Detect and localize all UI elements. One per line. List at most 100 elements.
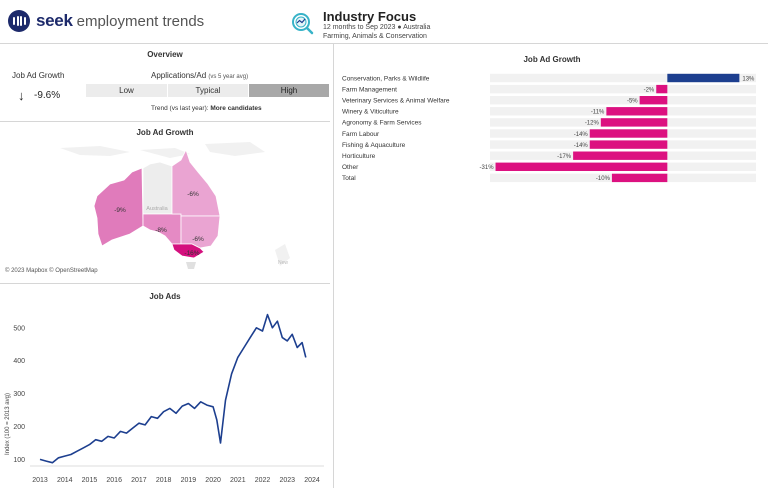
- bar-category-label: Farm Management: [342, 86, 397, 93]
- bar-value-label: -5%: [627, 99, 638, 105]
- job-ads-series-line: [39, 313, 307, 464]
- bar-category-label: Agronomy & Farm Services: [342, 120, 422, 127]
- bar-value-label: -14%: [574, 143, 589, 149]
- map-divider: [0, 283, 330, 284]
- x-tick-label: 2014: [57, 477, 73, 484]
- segment-high: High: [249, 84, 329, 97]
- bar-value-label: -12%: [585, 121, 600, 127]
- map-label-qld: -6%: [187, 191, 199, 198]
- bar[interactable]: [656, 84, 668, 94]
- trend-value: More candidates: [210, 105, 262, 112]
- australia-map[interactable]: -9% Australia -8% -6% -6% -16% New: [0, 140, 330, 270]
- overview-title: Overview: [147, 50, 183, 59]
- map-label-wa: -9%: [114, 207, 126, 214]
- map-region-qld[interactable]: [171, 148, 221, 217]
- seek-logo-icon: [8, 10, 30, 32]
- page-title: Industry Focus: [323, 9, 417, 24]
- map-background-land: [140, 148, 190, 158]
- bar-category-label: Winery & Viticulture: [342, 109, 399, 116]
- map-region-vic[interactable]: [171, 243, 205, 259]
- bar-value-label: -11%: [591, 110, 605, 116]
- bar[interactable]: [589, 129, 668, 138]
- trend-prefix: Trend (vs last year):: [151, 105, 211, 112]
- map-region-tas[interactable]: [186, 262, 196, 269]
- x-tick-label: 2019: [181, 477, 197, 484]
- applications-per-ad-text: Applications/Ad: [151, 71, 207, 80]
- map-region-nsw[interactable]: [180, 215, 221, 249]
- header-divider: [0, 43, 768, 44]
- x-tick-label: 2023: [279, 477, 295, 484]
- bar-value-label: -31%: [480, 165, 495, 171]
- down-arrow-icon: ↓: [18, 88, 25, 103]
- applications-per-ad-label: Applications/Ad (vs 5 year avg): [151, 71, 248, 80]
- bar[interactable]: [600, 118, 668, 127]
- y-tick-label: 100: [13, 457, 25, 464]
- trend-text: Trend (vs last year): More candidates: [151, 105, 262, 112]
- industry-search-icon: [292, 13, 314, 35]
- x-tick-label: 2017: [131, 477, 147, 484]
- x-tick-label: 2013: [32, 477, 48, 484]
- bar[interactable]: [611, 173, 668, 183]
- y-tick-label: 400: [13, 358, 25, 365]
- x-tick-label: 2022: [255, 477, 271, 484]
- seek-logo[interactable]: seek employment trends: [8, 10, 204, 32]
- bar-value-label: -10%: [596, 176, 611, 182]
- y-tick-label: 300: [13, 391, 25, 398]
- map-label-sa: -8%: [155, 227, 167, 234]
- x-axis-ticks: 2013 2014 2015 2016 2017 2018 2019 2020 2021 2022…: [32, 477, 320, 484]
- bar-category-label: Other: [342, 164, 359, 171]
- x-tick-label: 2018: [156, 477, 172, 484]
- bar-category-label: Farm Labour: [342, 131, 380, 138]
- map-credit[interactable]: © 2023 Mapbox © OpenStreetMap: [5, 268, 98, 274]
- period-location: 12 months to Sep 2023 ● Australia: [323, 24, 431, 31]
- job-ad-growth-label: Job Ad Growth: [12, 71, 65, 80]
- x-tick-label: 2015: [82, 477, 98, 484]
- y-tick-label: 500: [13, 325, 25, 332]
- map-title: Job Ad Growth: [136, 128, 194, 137]
- bar-category-label: Horticulture: [342, 153, 376, 160]
- bar-row-background: [490, 73, 756, 83]
- map-label-nz: New: [278, 260, 288, 266]
- bar[interactable]: [606, 107, 668, 116]
- bar-category-label: Veterinary Services & Animal Welfare: [342, 98, 450, 105]
- brand-name: seek: [36, 11, 73, 30]
- y-axis-ticks: 100 200 300 400 500: [13, 325, 25, 464]
- map-background-land: [60, 146, 130, 156]
- bar[interactable]: [667, 73, 740, 83]
- bar-category-label: Conservation, Parks & Wildlife: [342, 75, 430, 82]
- industry-name: Farming, Animals & Conservation: [323, 33, 427, 40]
- map-background-land: [205, 142, 265, 156]
- x-tick-label: 2024: [304, 477, 320, 484]
- map-label-nsw: -6%: [192, 236, 204, 243]
- bar-value-label: -2%: [644, 87, 655, 93]
- map-label-australia: Australia: [146, 206, 168, 212]
- bar-row-background: [490, 96, 756, 105]
- map-label-vic: -16%: [184, 250, 199, 257]
- applications-per-ad-note: (vs 5 year avg): [208, 74, 249, 80]
- bar-value-label: 13%: [742, 76, 755, 82]
- map-region-wa[interactable]: [93, 167, 144, 247]
- bar[interactable]: [495, 162, 668, 171]
- bar-value-label: -14%: [574, 132, 589, 138]
- segment-low: Low: [86, 84, 167, 97]
- x-tick-label: 2020: [205, 477, 221, 484]
- brand-subtitle: employment trends: [76, 12, 205, 30]
- panel-divider: [333, 44, 334, 488]
- x-tick-label: 2021: [230, 477, 246, 484]
- bar[interactable]: [589, 140, 668, 149]
- overview-divider: [0, 121, 330, 122]
- job-ad-growth-value: -9.6%: [34, 90, 61, 101]
- segment-typical: Typical: [168, 84, 248, 97]
- y-axis-label: Index (100 = 2013 avg): [5, 393, 11, 455]
- bar-row-background: [490, 84, 756, 94]
- bar-chart-title: Job Ad Growth: [523, 55, 581, 64]
- bar-category-label: Fishing & Aquaculture: [342, 142, 406, 149]
- bar[interactable]: [573, 151, 668, 160]
- header: seek employment trends Industry Focus 12…: [0, 0, 768, 44]
- job-ad-growth-bar-chart[interactable]: Conservation, Parks & Wildlife 13% Farm Ma…: [336, 70, 768, 195]
- job-ads-title: Job Ads: [149, 292, 181, 301]
- y-tick-label: 200: [13, 424, 25, 431]
- bar-category-label: Total: [342, 175, 356, 182]
- job-ads-line-chart[interactable]: Index (100 = 2013 avg) 100 200 300 400 500 2…: [0, 300, 330, 488]
- bar[interactable]: [639, 96, 668, 105]
